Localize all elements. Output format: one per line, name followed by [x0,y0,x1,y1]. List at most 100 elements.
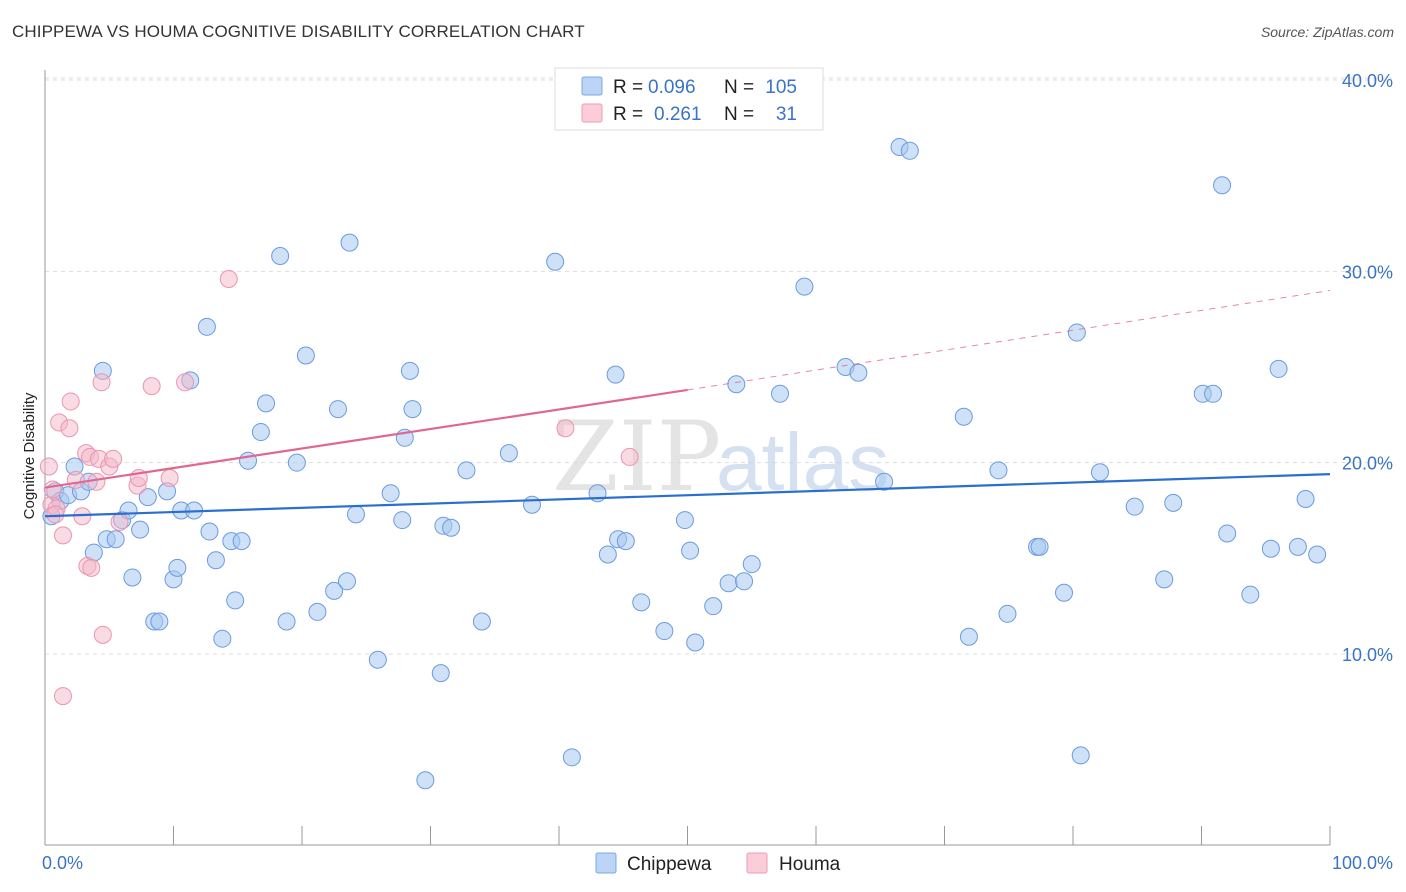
houma-point [104,449,123,468]
legend-n-value-chippewa: 105 [765,77,797,98]
chippewa-point [849,363,868,382]
chippewa-point [719,574,738,593]
trend-lines [44,289,1331,518]
chippewa-point [598,545,617,564]
chippewa-point [1218,524,1237,543]
houma-point [43,480,62,499]
houma-point [82,558,101,577]
axes [44,70,1331,846]
chippewa-point [106,530,125,549]
houma-point [60,419,79,438]
chippewa-point [686,633,705,652]
chippewa-point [381,484,400,503]
x-tick-label: 100.0% [1332,853,1393,873]
chippewa-point [1071,746,1090,765]
chippewa-point [727,375,746,394]
chippewa-point [1164,493,1183,512]
houma-trend-extension [687,289,1331,391]
chippewa-point [523,495,542,514]
houma-point [110,512,129,531]
chippewa-point [1055,583,1074,602]
legend-r-label-houma: R = [613,104,643,125]
chippewa-point [131,520,150,539]
chippewa-point [1269,359,1288,378]
chippewa-point [457,461,476,480]
houma-point [39,457,58,476]
chippewa-point [168,558,187,577]
chippewa-point [346,505,365,524]
houma-point [160,468,179,487]
houma-point [66,470,85,489]
chippewa-point [232,532,251,551]
chippewa-point [562,748,581,767]
legend-top: R = 0.096 N = 105 R = 0.261 N = 31 [554,67,824,131]
houma-point [46,505,65,524]
chippewa-point [472,612,491,631]
chippewa-point [197,317,216,336]
legend-n-label-houma: N = [724,104,754,125]
chippewa-point [735,572,754,591]
houma-point [53,526,72,545]
chippewa-point [771,384,790,403]
chippewa-point [287,453,306,472]
chippewa-point [1067,323,1086,342]
houma-point [620,447,639,466]
chippewa-point [998,604,1017,623]
chippewa-point [606,365,625,384]
houma-point [53,687,72,706]
houma-point [556,419,575,438]
y-tick-label: 40.0% [1342,71,1393,91]
chippewa-point [123,568,142,587]
chippewa-point [954,407,973,426]
houma-point [92,373,111,392]
legend-bottom-label-houma: Houma [779,854,841,875]
chippewa-point [1204,384,1223,403]
chippewa-point [138,488,157,507]
legend-n-value-houma: 31 [776,104,797,125]
chippewa-point [795,277,814,296]
chippewa-point [742,555,761,574]
chippewa-point [616,532,635,551]
chippewa-point [226,591,245,610]
houma-point [93,625,112,644]
legend-r-label-chippewa: R = [613,77,643,98]
chippewa-point [403,400,422,419]
grid-lines [45,77,1392,655]
chippewa-point [206,551,225,570]
legend-n-label-chippewa: N = [724,77,754,98]
chippewa-point [1288,537,1307,556]
chippewa-point [393,511,412,530]
chippewa-point [704,597,723,616]
legend-swatch-chippewa [581,76,603,96]
chart-title: CHIPPEWA VS HOUMA COGNITIVE DISABILITY C… [12,22,585,41]
chippewa-point [655,622,674,641]
chippewa-point [431,664,450,683]
chippewa-point [308,602,327,621]
legend-bottom-swatch-chippewa [595,852,617,874]
chippewa-point [1030,537,1049,556]
houma-point [219,269,238,288]
legend-bottom: Chippewa Houma [595,852,841,875]
chippewa-point [271,247,290,266]
legend-swatch-houma [581,103,603,123]
houma-point [176,373,195,392]
chippewa-point [1090,463,1109,482]
source-label: Source: ZipAtlas.com [1260,24,1394,40]
chippewa-point [442,518,461,537]
chippewa-point [368,650,387,669]
chippewa-point [325,581,344,600]
legend-r-value-chippewa: 0.096 [648,77,696,98]
series-houma [39,269,639,706]
chippewa-point [251,423,270,442]
chippewa-point [1155,570,1174,589]
houma-point [87,472,106,491]
chippewa-point [675,511,694,530]
chippewa-point [989,461,1008,480]
y-tick-label: 20.0% [1342,454,1393,474]
chippewa-point [296,346,315,365]
chippewa-point [1241,585,1260,604]
chippewa-point [340,233,359,252]
chippewa-point [200,522,219,541]
houma-point [61,392,80,411]
